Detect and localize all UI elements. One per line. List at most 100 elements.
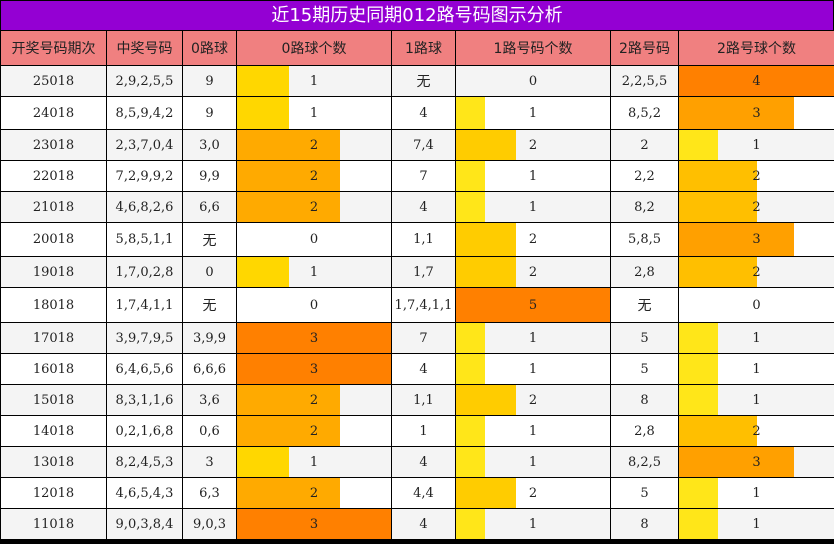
count-bar bbox=[456, 447, 485, 477]
route2-count-value: 2 bbox=[752, 168, 761, 184]
route1-value: 7 bbox=[419, 168, 428, 184]
route0-count-value: 2 bbox=[309, 199, 319, 215]
route2-cell: 2,2,5,5 bbox=[610, 65, 679, 97]
route0-value: 9 bbox=[205, 73, 214, 89]
route2-count-cell: 2 bbox=[678, 160, 834, 192]
route1-cell: 1,1 bbox=[391, 222, 456, 257]
route2-count-value: 2 bbox=[752, 423, 761, 439]
table-row: 15018 8,3,1,1,6 3,6 2 1,1 2 8 1 bbox=[0, 384, 834, 416]
route0-value: 无 bbox=[202, 298, 217, 314]
route2-count-cell: 0 bbox=[678, 287, 834, 323]
count-bar bbox=[679, 323, 718, 353]
period-cell: 21018 bbox=[0, 191, 107, 223]
period-value: 19018 bbox=[32, 264, 75, 280]
route2-count-cell: 1 bbox=[678, 384, 834, 416]
route0-count-value: 2 bbox=[309, 137, 319, 153]
count-bar bbox=[237, 257, 289, 287]
route0-value: 9,0,3 bbox=[192, 516, 227, 532]
numbers-value: 0,2,1,6,8 bbox=[115, 423, 174, 439]
route0-count-cell: 0 bbox=[236, 222, 392, 257]
numbers-value: 4,6,8,2,6 bbox=[115, 199, 174, 215]
numbers-cell: 8,3,1,1,6 bbox=[106, 384, 183, 416]
route1-count-value: 2 bbox=[528, 392, 538, 408]
period-value: 21018 bbox=[32, 199, 75, 215]
route1-cell: 4 bbox=[391, 353, 456, 385]
route0-count-value: 0 bbox=[309, 232, 319, 247]
route2-count-value: 1 bbox=[752, 361, 761, 377]
period-cell: 12018 bbox=[0, 477, 107, 509]
count-bar bbox=[456, 288, 610, 322]
period-cell: 19018 bbox=[0, 256, 107, 288]
header-route1: 1路球 bbox=[391, 30, 456, 66]
route1-cell: 4 bbox=[391, 191, 456, 223]
table-row: 23018 2,3,7,0,4 3,0 2 7,4 2 2 1 bbox=[0, 129, 834, 161]
route1-count-cell: 2 bbox=[455, 222, 611, 257]
period-cell: 18018 bbox=[0, 287, 107, 323]
route1-value: 7 bbox=[419, 330, 428, 346]
route1-count-cell: 1 bbox=[455, 508, 611, 540]
route1-count-value: 1 bbox=[528, 423, 538, 439]
period-value: 14018 bbox=[32, 423, 75, 439]
route1-count-cell: 1 bbox=[455, 191, 611, 223]
count-bar bbox=[456, 130, 516, 160]
route1-count-cell: 1 bbox=[455, 322, 611, 354]
route1-value: 1,7,4,1,1 bbox=[394, 297, 453, 313]
header-route1-count: 1路号码个数 bbox=[455, 30, 611, 66]
numbers-cell: 1,7,4,1,1 bbox=[106, 287, 183, 323]
route1-cell: 4 bbox=[391, 446, 456, 478]
route2-count-value: 3 bbox=[752, 105, 761, 121]
route0-count-cell: 3 bbox=[236, 322, 392, 354]
route1-cell: 无 bbox=[391, 65, 456, 97]
route2-cell: 8,5,2 bbox=[610, 96, 679, 130]
route1-cell: 1,7,4,1,1 bbox=[391, 287, 456, 323]
route0-value: 0,6 bbox=[199, 423, 220, 439]
numbers-value: 6,4,6,5,6 bbox=[115, 361, 174, 377]
count-bar bbox=[237, 447, 289, 477]
period-value: 17018 bbox=[32, 330, 75, 346]
numbers-value: 2,9,2,5,5 bbox=[115, 73, 174, 89]
route2-count-cell: 3 bbox=[678, 96, 834, 130]
route1-value: 4,4 bbox=[413, 485, 434, 501]
route0-count-cell: 3 bbox=[236, 508, 392, 540]
count-bar bbox=[679, 509, 718, 539]
route0-count-cell: 1 bbox=[236, 446, 392, 478]
period-cell: 13018 bbox=[0, 446, 107, 478]
route2-count-value: 1 bbox=[752, 516, 761, 532]
route2-count-cell: 2 bbox=[678, 191, 834, 223]
route1-cell: 1 bbox=[391, 415, 456, 447]
count-bar bbox=[679, 257, 757, 287]
route2-value: 无 bbox=[637, 298, 652, 314]
count-bar bbox=[237, 161, 340, 191]
route0-cell: 3,9,9 bbox=[182, 322, 237, 354]
period-value: 15018 bbox=[32, 392, 75, 408]
table-row: 19018 1,7,0,2,8 0 1 1,7 2 2,8 2 bbox=[0, 256, 834, 288]
count-bar bbox=[237, 416, 340, 446]
route2-value: 8 bbox=[640, 392, 649, 408]
route1-count-cell: 2 bbox=[455, 129, 611, 161]
route2-count-value: 1 bbox=[752, 392, 761, 408]
route2-cell: 2,8 bbox=[610, 256, 679, 288]
count-bar bbox=[237, 354, 391, 384]
route1-count-cell: 2 bbox=[455, 384, 611, 416]
count-bar bbox=[679, 66, 834, 96]
route0-count-value: 1 bbox=[309, 73, 319, 89]
route2-count-value: 0 bbox=[752, 297, 761, 313]
table-row: 20018 5,8,5,1,1 无 0 1,1 2 5,8,5 3 bbox=[0, 222, 834, 257]
period-value: 25018 bbox=[32, 73, 75, 89]
count-bar bbox=[456, 161, 485, 191]
numbers-cell: 9,0,3,8,4 bbox=[106, 508, 183, 540]
route0-count-value: 2 bbox=[309, 168, 319, 184]
count-bar bbox=[237, 478, 340, 508]
route2-count-cell: 1 bbox=[678, 322, 834, 354]
table-row: 21018 4,6,8,2,6 6,6 2 4 1 8,2 2 bbox=[0, 191, 834, 223]
route2-count-cell: 1 bbox=[678, 129, 834, 161]
period-value: 23018 bbox=[32, 137, 75, 153]
period-value: 22018 bbox=[32, 168, 75, 184]
route2-value: 8,5,2 bbox=[627, 105, 662, 121]
route0-cell: 3,0 bbox=[182, 129, 237, 161]
route2-count-cell: 1 bbox=[678, 508, 834, 540]
count-bar bbox=[237, 385, 340, 415]
route2-value: 5 bbox=[640, 361, 649, 377]
numbers-cell: 4,6,5,4,3 bbox=[106, 477, 183, 509]
numbers-cell: 3,9,7,9,5 bbox=[106, 322, 183, 354]
